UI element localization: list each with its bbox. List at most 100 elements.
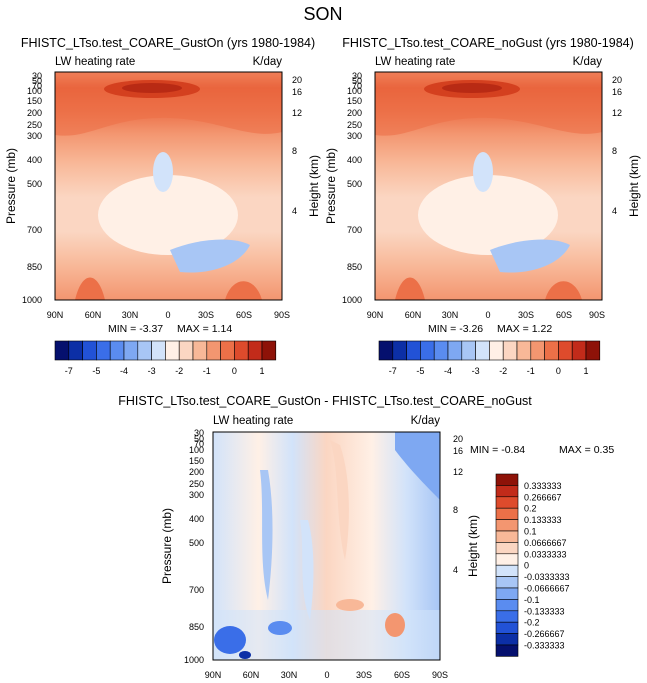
y-axis-label: Pressure (mb) [324, 148, 338, 224]
colorbar-box [516, 340, 532, 361]
colorbar-box [247, 340, 263, 361]
colorbar-box [406, 340, 421, 361]
colorbar-box [475, 340, 490, 361]
panel-title: FHISTC_LTso.test_COARE_noGust (yrs 1980-… [342, 36, 634, 50]
height-tick: 20 [453, 434, 463, 444]
max-stat: MAX = 1.22 [497, 323, 552, 335]
colorbar-label: 0.1 [524, 527, 537, 537]
x-tick: 30S [356, 670, 372, 680]
x-tick: 0 [324, 670, 329, 680]
colorbar-no-gust: -7 -5 -4 -3 -2 -1 0 1 [378, 340, 601, 376]
contour-field [213, 432, 440, 660]
y-tick: 250 [27, 120, 42, 130]
x-tick: 30N [122, 310, 139, 320]
colorbar-label: 0.0333333 [524, 549, 567, 559]
y-tick: 30 [194, 428, 204, 438]
y-tick: 100 [347, 86, 362, 96]
colorbar-box [178, 340, 194, 361]
y-tick: 200 [347, 108, 362, 118]
height-tick: 4 [612, 206, 617, 216]
x-tick: 30N [442, 310, 459, 320]
colorbar-label: -1 [203, 366, 211, 376]
y-tick: 400 [347, 155, 362, 165]
figure-title: SON [303, 4, 342, 24]
max-stat: MAX = 0.35 [559, 444, 614, 456]
colorbar-box [495, 587, 519, 600]
y-tick: 300 [189, 490, 204, 500]
colorbar-box [433, 340, 449, 361]
colorbar-box [530, 340, 545, 361]
colorbar-label: -2 [499, 366, 507, 376]
left-label: LW heating rate [375, 56, 455, 68]
colorbar-box [495, 530, 519, 543]
panel-title: FHISTC_LTso.test_COARE_GustOn (yrs 1980-… [21, 36, 315, 50]
colorbar-box [571, 340, 587, 361]
colorbar-label: -0.266667 [524, 629, 565, 639]
colorbar-box [420, 340, 435, 361]
colorbar-box [234, 340, 249, 361]
x-tick: 60N [405, 310, 422, 320]
y-tick: 500 [27, 179, 42, 189]
y-tick: 700 [347, 225, 362, 235]
y-tick: 1000 [184, 655, 204, 665]
y-tick: 50 [194, 434, 204, 444]
colorbar-box [495, 507, 519, 520]
y-tick: 30 [352, 71, 362, 81]
colorbar-box [68, 340, 83, 361]
y-tick: 70 [194, 439, 204, 449]
x-tick: 0 [165, 310, 170, 320]
left-label: LW heating rate [213, 415, 293, 427]
colorbar-label: -5 [92, 366, 100, 376]
colorbar-box [165, 340, 180, 361]
x-tick: 90N [367, 310, 384, 320]
colorbar-box [261, 340, 277, 361]
height-tick: 8 [292, 146, 297, 156]
x-ticks: 90N 60N 30N 0 30S 60S 90S [47, 310, 290, 320]
colorbar-label: -1 [527, 366, 535, 376]
colorbar-label: -4 [444, 366, 452, 376]
colorbar-box [495, 621, 519, 634]
y-tick: 850 [27, 262, 42, 272]
panel-no-gust: FHISTC_LTso.test_COARE_noGust (yrs 1980-… [324, 36, 641, 335]
height-tick: 12 [453, 467, 463, 477]
y-tick: 700 [189, 585, 204, 595]
colorbar-gust-on: -7 -5 -4 -3 -2 -1 0 1 [54, 340, 277, 376]
height-tick: 20 [612, 75, 622, 85]
min-stat: MIN = -3.37 [108, 323, 163, 335]
colorbar-box [109, 340, 125, 361]
contour-field [375, 72, 602, 300]
height-ticks: 20 16 12 8 4 [453, 434, 463, 575]
x-tick: 0 [485, 310, 490, 320]
colorbar-box [123, 340, 139, 361]
colorbar-box [151, 340, 166, 361]
y-tick: 1000 [342, 295, 362, 305]
colorbar-box [220, 340, 235, 361]
x-tick: 60S [236, 310, 252, 320]
colorbar-label: -3 [472, 366, 480, 376]
y-tick: 100 [189, 445, 204, 455]
colorbar-box [495, 496, 519, 509]
height-tick: 8 [453, 505, 458, 515]
height-tick: 16 [292, 87, 302, 97]
height-tick: 16 [453, 446, 463, 456]
x-tick: 60N [85, 310, 102, 320]
y-tick: 30 [32, 71, 42, 81]
colorbar-box [495, 553, 519, 566]
colorbar-box [495, 473, 519, 486]
x-tick: 60S [556, 310, 572, 320]
colorbar-label: 0.2 [524, 504, 537, 514]
height-tick: 12 [612, 108, 622, 118]
right-label: K/day [573, 56, 603, 68]
colorbar-box [392, 340, 407, 361]
height-tick: 12 [292, 108, 302, 118]
height-tick: 4 [292, 206, 297, 216]
colorbar-box [495, 633, 519, 646]
y-tick: 150 [189, 456, 204, 466]
left-label: LW heating rate [55, 56, 135, 68]
colorbar-box [495, 485, 519, 498]
y-ticks: 30 50 70 100 150 200 250 300 400 500 700… [342, 71, 362, 305]
colorbar-label: -0.0333333 [524, 572, 570, 582]
y-tick: 400 [27, 155, 42, 165]
y-tick: 50 [32, 76, 42, 86]
colorbar-box [461, 340, 476, 361]
